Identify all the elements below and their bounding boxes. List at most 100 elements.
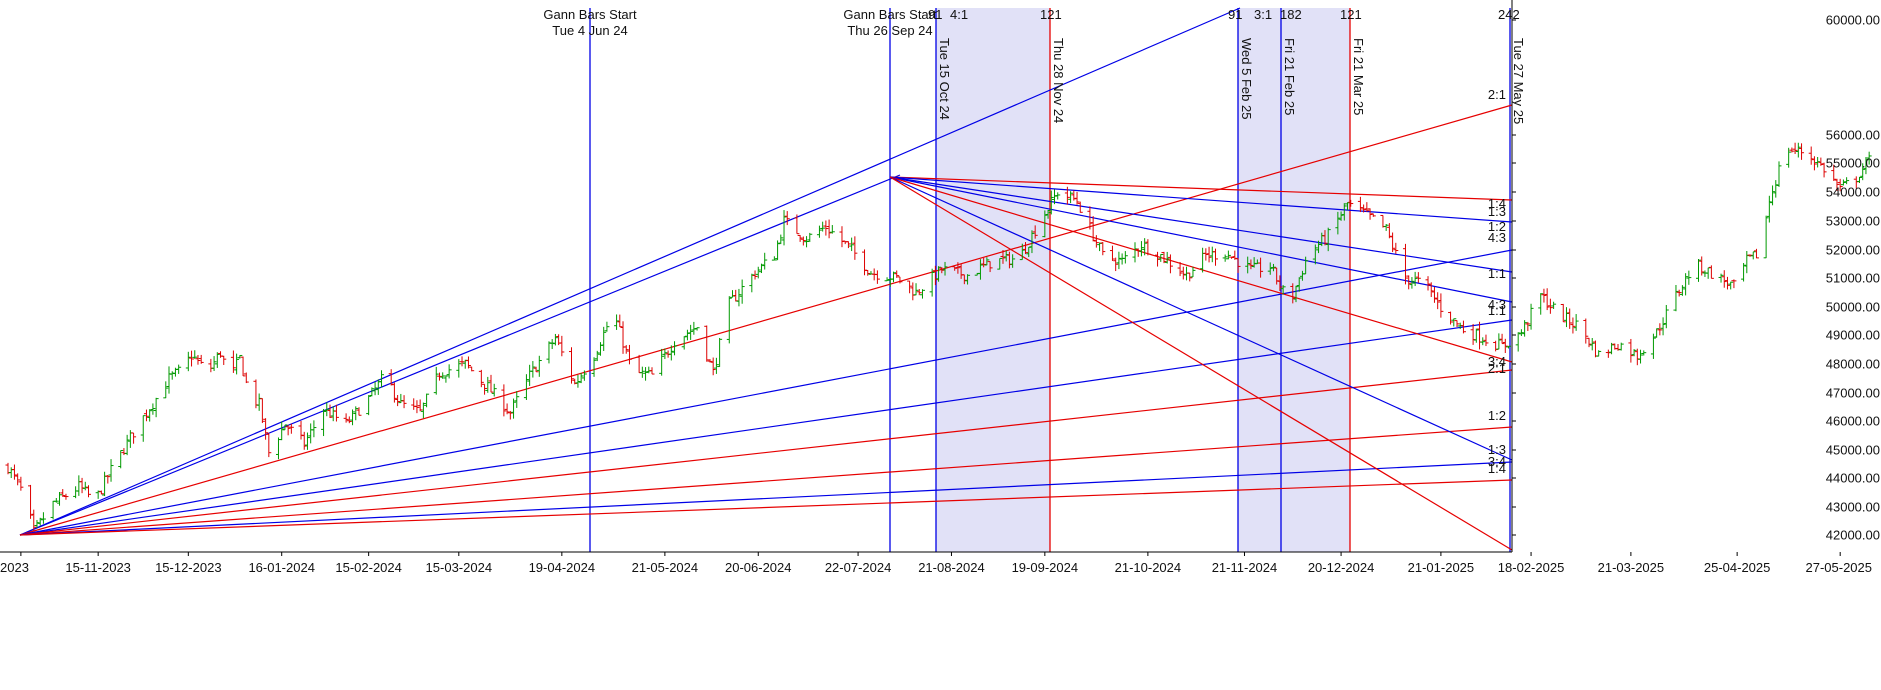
price-bar — [462, 359, 468, 369]
price-bar — [987, 261, 993, 273]
price-bar — [1744, 250, 1750, 274]
price-bar — [1122, 251, 1128, 264]
price-bar — [1155, 251, 1161, 267]
price-bar — [758, 263, 764, 274]
price-bar — [849, 237, 855, 252]
price-bar — [417, 399, 423, 412]
price-bar — [1518, 329, 1524, 337]
price-bar — [1770, 185, 1776, 206]
y-tick-label: 46000.00 — [1826, 414, 1880, 429]
price-bar — [1190, 266, 1196, 278]
price-bar — [1177, 262, 1183, 277]
price-bar — [50, 500, 56, 520]
count-121-b: 121 — [1340, 7, 1362, 22]
price-bar — [913, 283, 919, 296]
price-bar — [1528, 303, 1534, 330]
price-bar — [1026, 246, 1032, 258]
price-bar — [1161, 251, 1167, 264]
price-bar — [1628, 338, 1634, 363]
price-bar — [1029, 230, 1035, 254]
price-bar — [639, 366, 645, 378]
price-bar — [147, 409, 153, 422]
y-tick-label: 54000.00 — [1826, 185, 1880, 200]
price-bar — [919, 289, 925, 299]
x-tick-label: 15-02-2024 — [335, 560, 402, 575]
price-bar — [298, 420, 304, 440]
price-bar — [1818, 157, 1824, 166]
price-bar — [1415, 272, 1421, 283]
price-bar — [1448, 311, 1454, 325]
price-bar — [1470, 323, 1476, 345]
price-bar — [614, 314, 620, 330]
price-bar — [507, 410, 513, 420]
x-tick-label: 21-11-2024 — [1212, 560, 1278, 575]
price-bar — [118, 450, 124, 469]
price-bar — [1605, 349, 1611, 358]
price-bar — [285, 424, 291, 436]
x-tick-label: 21-05-2024 — [632, 560, 699, 575]
price-bar — [569, 347, 574, 384]
price-bar — [1338, 211, 1344, 221]
price-bar — [1428, 282, 1434, 298]
price-bar — [1596, 350, 1602, 357]
price-bar — [163, 381, 169, 399]
y-tick-label: 48000.00 — [1826, 357, 1880, 372]
price-bar — [391, 382, 397, 403]
price-bar — [420, 402, 426, 419]
price-bar — [807, 232, 813, 243]
x-tick-label: 15-12-2023 — [155, 560, 222, 575]
price-bar — [662, 348, 668, 360]
price-bar — [1064, 186, 1070, 205]
price-bar — [643, 367, 649, 381]
price-bar — [1499, 333, 1505, 345]
price-bar — [556, 334, 562, 346]
price-bar — [932, 265, 938, 286]
price-bar — [845, 241, 851, 249]
price-bar — [1296, 277, 1302, 292]
price-bar — [1506, 345, 1512, 349]
price-bar — [34, 519, 40, 528]
price-bar — [1638, 349, 1644, 364]
price-bar — [76, 475, 82, 496]
price-bar — [1525, 321, 1531, 331]
price-bar — [1402, 243, 1408, 285]
price-bar — [694, 327, 700, 331]
price-bar — [1618, 342, 1624, 351]
fan-ratio-label: 1:4 — [1488, 196, 1506, 211]
price-bar — [8, 467, 14, 479]
price-bar — [1721, 270, 1727, 288]
price-bar — [1857, 176, 1862, 184]
fan-ratio-label: 1:2 — [1488, 219, 1506, 234]
price-bar — [1496, 333, 1502, 350]
price-bar — [1187, 272, 1193, 282]
price-bar — [733, 289, 739, 302]
price-bar — [626, 344, 632, 365]
price-bar — [301, 431, 307, 450]
price-bar — [1650, 333, 1656, 359]
price-bar — [623, 345, 629, 354]
price-bar — [775, 240, 781, 261]
time-marker-label: Tue 15 Oct 24 — [937, 38, 952, 120]
price-bar — [1367, 208, 1373, 220]
price-bar — [852, 236, 858, 260]
count-242: 242 — [1498, 7, 1520, 22]
price-bar — [910, 282, 916, 301]
price-bar — [1068, 191, 1074, 204]
price-bar — [794, 214, 800, 235]
price-bar — [266, 432, 272, 458]
price-bar — [456, 359, 462, 378]
price-bar — [636, 354, 642, 374]
price-bar — [1696, 259, 1701, 282]
price-bar — [1222, 254, 1228, 262]
ratio-3-1: 3:1 — [1254, 7, 1272, 22]
price-bar — [169, 371, 175, 380]
price-bar — [143, 409, 149, 422]
price-bar — [1750, 251, 1756, 260]
price-bar — [1454, 320, 1460, 327]
price-bar — [79, 477, 85, 494]
price-bar — [604, 321, 610, 332]
price-bar — [1699, 256, 1705, 276]
price-bar — [1370, 213, 1376, 217]
price-bar — [1731, 279, 1737, 289]
